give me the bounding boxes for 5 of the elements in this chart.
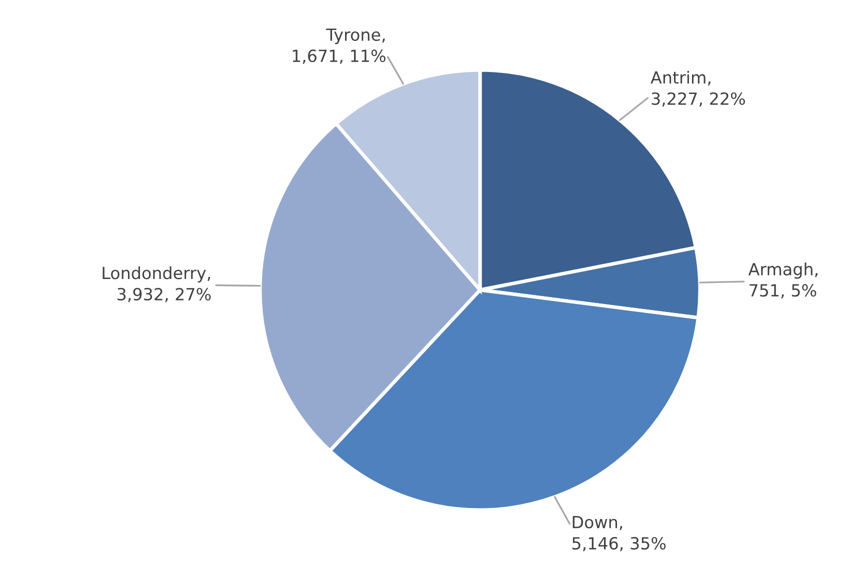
slice-label: Antrim, 3,227, 22% (650, 70, 745, 107)
slice-label: Armagh, 751, 5% (748, 262, 818, 298)
slice-label: Londonderry, 3,932, 27% (102, 266, 211, 302)
slice-label: Down, 5,146, 35% (572, 516, 666, 552)
slice-label: Tyrone, 1,671, 11% (292, 28, 386, 64)
